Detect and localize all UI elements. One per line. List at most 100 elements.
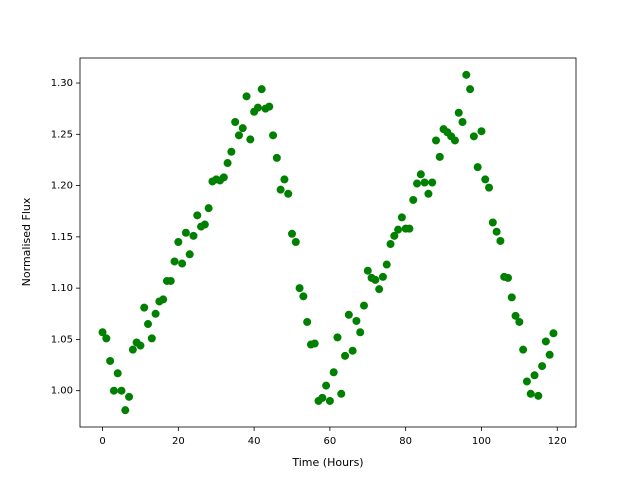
point bbox=[405, 224, 414, 233]
point bbox=[431, 136, 440, 145]
y-axis-label: Normalised Flux bbox=[20, 197, 33, 286]
point bbox=[200, 220, 209, 229]
point bbox=[450, 136, 459, 145]
point bbox=[295, 284, 304, 293]
x-tick-label: 40 bbox=[248, 436, 261, 447]
x-tick-label: 120 bbox=[548, 436, 567, 447]
point bbox=[363, 266, 372, 275]
point bbox=[416, 170, 425, 179]
point bbox=[325, 396, 334, 405]
point bbox=[121, 406, 130, 415]
point bbox=[185, 250, 194, 259]
point bbox=[291, 237, 300, 246]
point bbox=[375, 285, 384, 294]
point bbox=[147, 334, 156, 343]
point bbox=[231, 117, 240, 126]
point bbox=[530, 371, 539, 380]
point bbox=[473, 163, 482, 172]
point bbox=[394, 225, 403, 234]
point bbox=[151, 309, 160, 318]
y-tick-label: 1.20 bbox=[51, 181, 73, 192]
point bbox=[136, 341, 145, 350]
point bbox=[341, 351, 350, 360]
point bbox=[337, 389, 346, 398]
point bbox=[481, 175, 490, 184]
point bbox=[413, 179, 422, 188]
point bbox=[219, 173, 228, 182]
point bbox=[223, 159, 232, 168]
x-tick-label: 60 bbox=[324, 436, 337, 447]
point bbox=[98, 328, 107, 337]
x-axis-label: Time (Hours) bbox=[291, 456, 363, 469]
point bbox=[178, 259, 187, 268]
point bbox=[378, 272, 387, 281]
x-tick-label: 80 bbox=[399, 436, 412, 447]
point bbox=[299, 292, 308, 301]
point bbox=[515, 317, 524, 326]
point bbox=[485, 183, 494, 192]
point bbox=[322, 381, 331, 390]
y-tick-label: 1.25 bbox=[51, 129, 73, 140]
point bbox=[492, 227, 501, 236]
x-tick-label: 20 bbox=[172, 436, 185, 447]
point bbox=[227, 147, 236, 156]
point bbox=[545, 350, 554, 359]
y-tick-label: 1.15 bbox=[51, 232, 73, 243]
point bbox=[189, 231, 198, 240]
point bbox=[265, 102, 274, 111]
point bbox=[549, 329, 558, 338]
point bbox=[113, 369, 122, 378]
point bbox=[458, 117, 467, 126]
point bbox=[526, 389, 535, 398]
point bbox=[534, 391, 543, 400]
point bbox=[519, 345, 528, 354]
point bbox=[125, 392, 134, 401]
point bbox=[303, 317, 312, 326]
point bbox=[109, 386, 118, 395]
point bbox=[181, 228, 190, 237]
point bbox=[318, 393, 327, 402]
point bbox=[246, 135, 255, 144]
point bbox=[522, 377, 531, 386]
point bbox=[503, 273, 512, 282]
point bbox=[371, 275, 380, 284]
point bbox=[397, 213, 406, 222]
point bbox=[507, 293, 516, 302]
point bbox=[310, 339, 319, 348]
point bbox=[462, 70, 471, 79]
y-tick-label: 1.10 bbox=[51, 283, 73, 294]
point bbox=[344, 310, 353, 319]
point bbox=[257, 85, 266, 94]
point bbox=[477, 127, 486, 136]
point bbox=[170, 257, 179, 266]
point bbox=[469, 132, 478, 141]
point bbox=[454, 108, 463, 117]
point bbox=[420, 178, 429, 187]
point bbox=[538, 362, 547, 371]
point bbox=[238, 124, 247, 133]
point bbox=[511, 311, 520, 320]
point bbox=[409, 195, 418, 204]
point bbox=[166, 276, 175, 285]
point bbox=[386, 240, 395, 249]
point bbox=[193, 211, 202, 220]
point bbox=[424, 189, 433, 198]
point bbox=[269, 131, 278, 140]
point bbox=[159, 295, 168, 304]
x-tick-label: 100 bbox=[472, 436, 491, 447]
point bbox=[348, 346, 357, 355]
point bbox=[276, 185, 285, 194]
point bbox=[541, 337, 550, 346]
plot-frame bbox=[79, 57, 577, 428]
point bbox=[496, 236, 505, 245]
point bbox=[106, 356, 115, 365]
point bbox=[428, 178, 437, 187]
point bbox=[234, 131, 243, 140]
point bbox=[390, 231, 399, 240]
point bbox=[140, 303, 149, 312]
point bbox=[204, 204, 213, 213]
point bbox=[284, 189, 293, 198]
point bbox=[272, 153, 281, 162]
point bbox=[466, 85, 475, 94]
